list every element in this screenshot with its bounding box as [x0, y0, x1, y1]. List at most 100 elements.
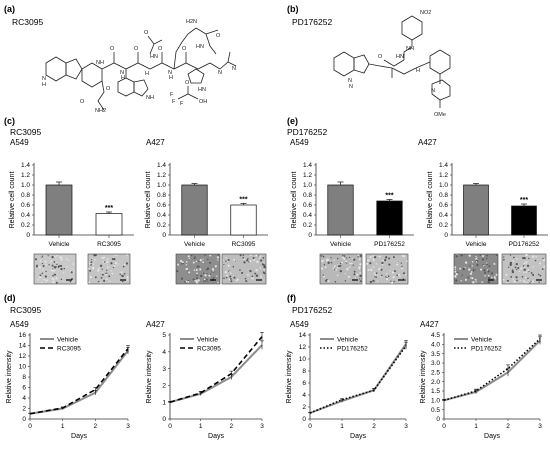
cell-speck — [516, 279, 518, 282]
bar — [230, 204, 257, 236]
cell-speck — [532, 273, 535, 276]
cell-speck — [320, 254, 323, 257]
cell-speck — [45, 270, 47, 273]
chart-title: A549 — [10, 320, 29, 329]
y-tick-label: 0.6 — [157, 202, 166, 209]
cell-speck — [349, 262, 351, 265]
cell-speck — [259, 255, 262, 258]
x-tick-label: 1 — [340, 423, 344, 430]
cell-speck — [247, 258, 249, 260]
cell-speck — [246, 259, 249, 262]
cell-speck — [390, 280, 392, 283]
cell-speck — [403, 255, 406, 258]
y-tick-label: 0 — [22, 416, 26, 423]
y-tick-label: 0.8 — [21, 192, 30, 199]
cell-speck — [41, 272, 44, 275]
cell-speck — [119, 273, 121, 276]
cell-speck — [353, 273, 356, 276]
cell-speck — [347, 275, 350, 279]
cell-speck — [52, 280, 55, 284]
cell-speck — [508, 266, 510, 268]
x-tick-label: 3 — [538, 423, 542, 430]
cell-speck — [510, 261, 513, 264]
cell-speck — [52, 274, 54, 277]
cell-speck — [374, 256, 377, 259]
y-axis-label: Relative intensity — [6, 350, 13, 403]
cell-speck — [197, 279, 200, 282]
cell-speck — [485, 257, 488, 260]
cell-speck — [484, 271, 486, 274]
cell-speck — [126, 279, 129, 281]
cell-speck — [327, 280, 330, 283]
y-tick-label: 1.2 — [439, 172, 448, 179]
cell-speck — [88, 281, 91, 284]
cell-speck — [477, 257, 479, 260]
y-tick-label: 10 — [19, 364, 27, 371]
cell-speck — [211, 268, 215, 271]
cell-speck — [532, 255, 535, 258]
cell-speck — [114, 254, 116, 256]
cell-speck — [454, 270, 457, 273]
cell-speck — [102, 261, 105, 263]
cell-speck — [111, 272, 114, 275]
svg-text:OMe: OMe — [434, 112, 446, 118]
svg-text:H: H — [169, 75, 173, 81]
cell-speck — [230, 272, 232, 274]
cell-speck — [200, 274, 203, 278]
cell-speck — [51, 255, 54, 259]
cell-speck — [187, 281, 190, 283]
cell-speck — [343, 257, 346, 260]
cell-speck — [470, 277, 472, 279]
cell-speck — [249, 269, 252, 273]
y-tick-label: 1.2 — [157, 172, 166, 179]
cell-speck — [456, 271, 459, 274]
cell-speck — [195, 260, 198, 263]
cell-speck — [60, 278, 63, 281]
cell-speck — [100, 276, 103, 279]
y-tick-label: 0 — [444, 232, 448, 239]
cell-speck — [509, 254, 512, 256]
cell-speck — [336, 274, 339, 277]
legend-label: Vehicle — [471, 336, 492, 343]
cell-speck — [93, 254, 96, 257]
cell-speck — [217, 259, 219, 261]
cell-speck — [357, 254, 360, 256]
chart-title: A549 — [290, 320, 309, 329]
cell-speck — [503, 258, 505, 261]
cell-speck — [471, 265, 473, 267]
cell-speck — [206, 278, 208, 281]
cell-speck — [229, 278, 232, 280]
y-tick-label: 2.0 — [431, 379, 440, 386]
cell-speck — [350, 262, 353, 265]
cell-speck — [365, 262, 369, 265]
cell-speck — [51, 264, 54, 267]
cell-speck — [515, 276, 518, 279]
cell-speck — [202, 261, 205, 263]
cell-speck — [247, 273, 249, 276]
cell-speck — [230, 280, 233, 283]
cell-speck — [392, 276, 395, 279]
y-tick-label: 2.5 — [431, 370, 440, 377]
series-line-1 — [443, 338, 541, 402]
cell-speck — [359, 280, 362, 283]
cell-speck — [203, 272, 205, 275]
svg-text:N: N — [120, 70, 124, 76]
cell-speck — [539, 274, 542, 277]
y-tick-label: 1.2 — [21, 172, 30, 179]
cell-speck — [198, 260, 200, 262]
y-tick-label: 14 — [299, 332, 307, 339]
cell-speck — [263, 268, 266, 271]
y-tick-label: 1.4 — [157, 162, 166, 169]
cell-speck — [322, 255, 325, 258]
cell-speck — [471, 261, 474, 263]
cell-speck — [337, 264, 339, 266]
y-tick-label: 0.4 — [303, 212, 312, 219]
cell-speck — [487, 277, 491, 280]
cell-speck — [45, 264, 47, 266]
svg-text:O: O — [110, 46, 115, 52]
cell-speck — [323, 264, 326, 266]
cell-speck — [39, 260, 42, 263]
cell-speck — [206, 273, 208, 275]
cell-speck — [479, 268, 483, 271]
cell-speck — [199, 259, 202, 262]
